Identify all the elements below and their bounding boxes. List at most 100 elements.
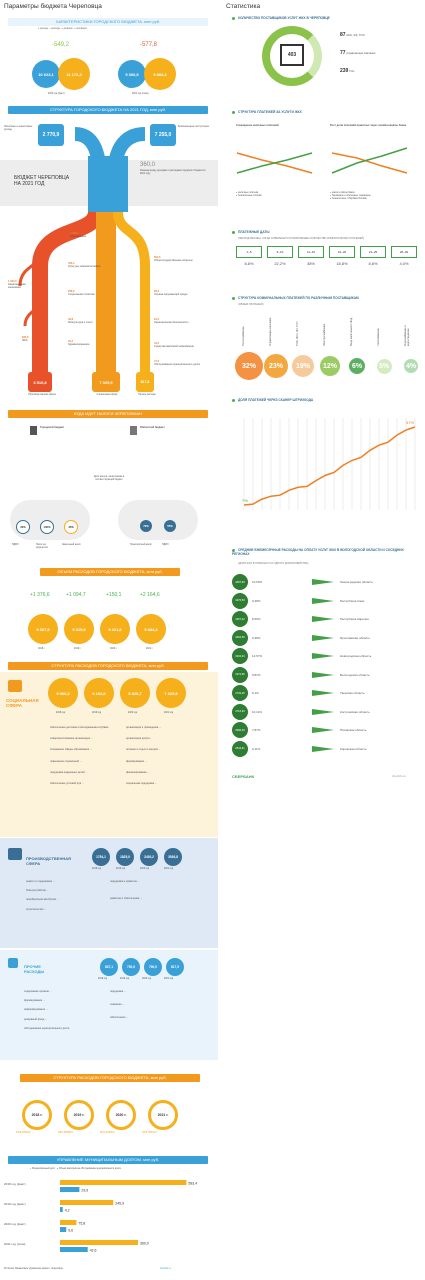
coins-icon — [8, 958, 18, 968]
region-value: 3487,90 — [232, 574, 248, 590]
city-lbl-1: Налог на имущество — [36, 544, 48, 550]
struct-left-4: 258,0 Социальная политика — [68, 290, 95, 297]
struct-right-0: 661,6 Общегосударственные вопросы — [154, 256, 193, 263]
date-pct: 18,8% — [336, 261, 348, 266]
social-items-left: обеспечение детскими и молодежными клуба… — [50, 726, 109, 786]
brand: cherinfo.ru — [160, 1268, 171, 1270]
factory-icon — [8, 848, 22, 860]
transfers: 7 255,0 — [150, 124, 176, 146]
social-icon — [8, 680, 22, 692]
bottom-other: 817,5 — [136, 372, 154, 392]
supplier-label: Фонд капитального МКД — [350, 317, 353, 346]
date-range: 26–30 — [391, 246, 417, 258]
debt-year: 2019 год (факт) — [4, 1202, 26, 1206]
serv-value: 29,9 — [81, 1189, 88, 1193]
region-name: Псковская область — [340, 728, 367, 732]
region-wedge — [312, 616, 334, 622]
region-pct: 9,38% — [252, 598, 261, 603]
volume-2: 9 321,6 — [100, 614, 130, 644]
supplier-pct: 19% — [292, 355, 314, 377]
date-range: 21–25 — [360, 246, 386, 258]
struct-left-1: 832,8 ЖКХ — [22, 336, 29, 343]
right-column: Статистика КОЛИЧЕСТВО ПОСТАВЩИКОВ УСЛУГ … — [222, 0, 425, 1280]
regions-list: 3487,90 10,50% Ленинградская область 3476,5… — [232, 574, 422, 764]
income-2020: 10 623,1 — [32, 60, 60, 88]
region-pct-0: 70% — [140, 520, 152, 532]
serv-bar — [60, 1207, 63, 1212]
city-pct-1: 100% — [40, 520, 54, 534]
supplier-pct: 4% — [404, 359, 418, 373]
region-pct: 12,57% — [252, 654, 263, 658]
debt-legend: ● Муниципальный долг ● Объем расходов на… — [30, 1168, 121, 1170]
region-name: Новгородская область — [340, 654, 372, 658]
serv-value: 4,2 — [65, 1209, 70, 1213]
serv-bar — [60, 1187, 80, 1192]
bottom-social: 7 329,9 — [92, 372, 120, 392]
debt-value: 245,9 — [115, 1202, 124, 1206]
region-pct: 8,66% — [252, 617, 261, 621]
income-2021: 9 306,5 — [118, 60, 146, 88]
scanner-start: 7% — [242, 498, 248, 503]
debt-value: 360,0 — [140, 1242, 149, 1246]
supplier-label: ТСЖ, ЖСК, ЖК, ТСН — [296, 321, 299, 346]
city-pct-2: 45% — [64, 520, 78, 534]
region-value: 2544,61 — [232, 740, 248, 757]
region-value: 2732,25 — [232, 685, 248, 701]
transfers-label: Безвозмездные поступления — [178, 126, 209, 128]
debt-bar — [60, 1180, 187, 1185]
house-icon: 403 — [280, 44, 304, 66]
social-items-right: организация и проведение ... организация … — [126, 726, 162, 786]
tax-income: 2 770,9 — [38, 124, 64, 146]
region-wedge — [312, 653, 334, 659]
deficit-note: Разница между доходами и расходами город… — [140, 170, 206, 176]
s5-title: ДОЛЯ ПЛАТЕЖЕЙ ЧЕРЕЗ СКАНЕР ШТРИХКОДА — [232, 398, 313, 402]
label-2021: 2021 год (план) — [132, 93, 149, 95]
spending-header: СТРУКТУРА РАСХОДОВ ГОРОДСКОГО БЮДЖЕТА, м… — [8, 662, 208, 670]
region-wedge — [312, 634, 334, 641]
region-value: 3476,59 — [232, 592, 248, 609]
debt-year: 2020 год (факт) — [4, 1222, 26, 1226]
serv-bar — [60, 1227, 67, 1232]
supplier-pct: 12% — [320, 356, 340, 376]
supplier-label: Водоснабжение и водоотведение — [404, 325, 410, 346]
struct-right-2: 18,3 Национальная безопасность — [154, 318, 189, 325]
production-name: ПРОИЗВОДСТВЕННАЯ СФЕРА — [26, 856, 72, 866]
structure-header: СТРУКТУРА ГОРОДСКОГО БЮДЖЕТА НА 2021 ГОД… — [8, 106, 208, 114]
region-value: 2716,93 — [232, 703, 248, 720]
region-purse — [118, 500, 198, 540]
debt-bar — [60, 1220, 77, 1225]
region-wedge — [312, 727, 334, 733]
supplier-pct: 5% — [376, 358, 392, 374]
supplier-label: Электроснабжение — [323, 323, 326, 346]
debt-year: 2018 год (факт) — [4, 1182, 26, 1186]
region-wedge — [312, 579, 334, 585]
label-2020: 2020 год (факт) — [48, 93, 65, 95]
struct-left-0: 7 798,1 Образование — [70, 232, 87, 239]
budget-chars-header: ХАРАКТЕРИСТИКИ ГОРОДСКОГО БЮДЖЕТА, млн р… — [8, 18, 208, 26]
city-emblem — [30, 426, 37, 435]
date-range: 1–5 — [236, 246, 262, 258]
date-pct: 22,2% — [274, 261, 286, 266]
city-pct-0: 30% — [16, 520, 30, 534]
region-pct: 9,81% — [252, 672, 261, 677]
page-title-left: Параметры бюджета Череповца — [4, 3, 102, 10]
debt-bar — [60, 1200, 114, 1205]
city-lbl-0: НДФЛ — [12, 544, 19, 546]
delta-1: +1 094,7 — [66, 592, 86, 598]
diff-2020: -549,2 — [52, 42, 70, 48]
expense-2020: 11 172,3 — [58, 58, 90, 90]
region-pct: 7,87% — [252, 728, 261, 732]
struct-right-1: 96,5 Охрана окружающей среды — [154, 290, 188, 297]
supplier-label: Теплоснабжение — [242, 326, 245, 346]
city-budget: Городской бюджет — [40, 426, 65, 429]
region-value: 3262,56 — [232, 629, 248, 646]
supplier-label: Газоснабжение — [377, 328, 380, 346]
date-pct: 38% — [306, 261, 315, 266]
left-column: Параметры бюджета Череповца ХАРАКТЕРИСТИ… — [0, 3, 218, 1270]
scanner-line — [243, 426, 416, 506]
expense-2021: 9 884,3 — [144, 58, 176, 90]
region-name: Ярославская область — [340, 635, 371, 640]
scanner-chart: 7% 57% — [242, 418, 416, 510]
region-wedge — [312, 671, 334, 678]
region-wedge — [312, 708, 334, 715]
